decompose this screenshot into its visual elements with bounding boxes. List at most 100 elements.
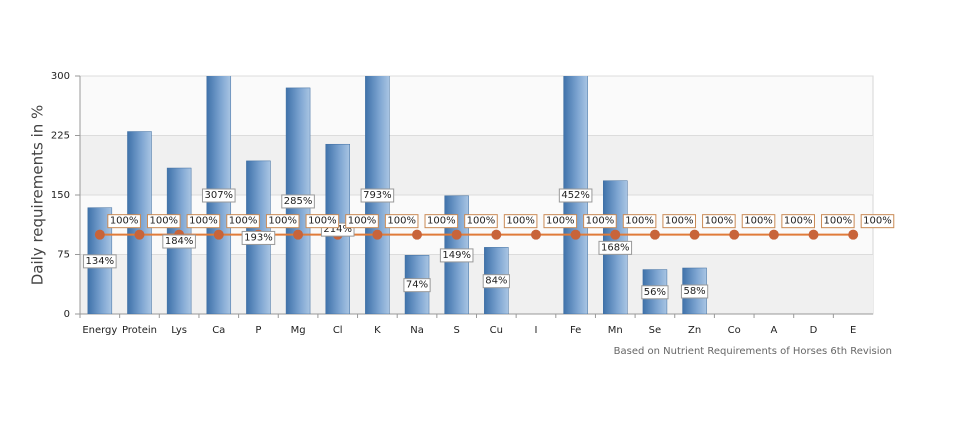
data-label: 56% xyxy=(641,285,669,300)
line-point xyxy=(412,229,423,240)
data-label: 452% xyxy=(561,190,590,201)
data-label-box xyxy=(162,234,196,249)
data-label: 100% xyxy=(543,214,578,229)
line-point xyxy=(134,229,145,240)
data-label: 100% xyxy=(705,216,734,227)
data-label: 193% xyxy=(244,232,273,243)
data-label: 74% xyxy=(403,278,431,293)
x-tick-label: S xyxy=(453,325,459,336)
footnote: Based on Nutrient Requirements of Horses… xyxy=(614,346,892,357)
data-label: 793% xyxy=(363,190,392,201)
data-label: 100% xyxy=(226,214,260,229)
data-label: 149% xyxy=(442,250,471,261)
line-point xyxy=(808,229,819,240)
data-label-box xyxy=(702,214,736,229)
y-tick-label: 225 xyxy=(51,131,70,142)
bar xyxy=(365,76,390,314)
data-label: 307% xyxy=(204,190,233,201)
data-label: 100% xyxy=(149,216,178,227)
data-label-box xyxy=(860,214,895,229)
data-label-box xyxy=(439,248,474,263)
data-label: 100% xyxy=(186,214,221,229)
data-label-box xyxy=(83,254,117,269)
data-label: 84% xyxy=(485,276,507,287)
data-label: 56% xyxy=(644,287,666,298)
y-tick-label: 0 xyxy=(64,309,70,320)
data-label-box xyxy=(345,214,379,229)
line-point xyxy=(451,229,462,240)
data-label-box xyxy=(543,214,578,229)
data-label-box xyxy=(146,214,181,229)
x-tick-label: Fe xyxy=(570,325,581,336)
data-label-box xyxy=(424,214,459,229)
x-tick-label: Cl xyxy=(333,325,343,336)
data-label: 100% xyxy=(345,214,379,229)
line-point xyxy=(293,229,304,240)
data-label: 307% xyxy=(201,188,236,203)
data-label: 100% xyxy=(503,214,538,229)
data-label: 149% xyxy=(439,248,474,263)
x-tick-label: P xyxy=(255,325,261,336)
data-label: 100% xyxy=(229,216,258,227)
data-label-box xyxy=(403,278,431,293)
data-label: 100% xyxy=(107,214,141,229)
data-label-box xyxy=(281,194,315,209)
line-point xyxy=(729,229,740,240)
data-label-box xyxy=(226,214,260,229)
line-point xyxy=(530,229,541,240)
x-tick-label: Co xyxy=(728,325,741,336)
data-label: 100% xyxy=(110,216,139,227)
data-label-box xyxy=(384,214,419,229)
bar xyxy=(563,76,588,314)
line-point xyxy=(372,229,383,240)
data-label: 100% xyxy=(583,214,617,229)
line-point xyxy=(768,229,779,240)
data-label: 184% xyxy=(162,234,196,249)
data-label: 100% xyxy=(348,216,377,227)
data-label: 793% xyxy=(360,188,395,203)
data-label-box xyxy=(583,214,617,229)
x-tick-label: Se xyxy=(649,325,662,336)
data-label-box xyxy=(482,274,510,289)
data-label: 134% xyxy=(86,256,115,267)
data-label: 168% xyxy=(598,240,633,255)
x-tick-label: K xyxy=(374,325,381,336)
data-label-box xyxy=(821,214,855,229)
data-label: 285% xyxy=(281,194,315,209)
data-label: 100% xyxy=(265,214,300,229)
data-label: 100% xyxy=(464,214,498,229)
data-label: 100% xyxy=(622,214,657,229)
data-label: 100% xyxy=(305,214,340,229)
data-label: 100% xyxy=(702,214,736,229)
data-label-box xyxy=(201,188,236,203)
data-label-box xyxy=(680,284,709,299)
y-axis-label: Daily requirements in % xyxy=(29,105,47,286)
line-point xyxy=(213,229,224,240)
x-tick-label: Mg xyxy=(291,325,306,336)
data-label-box xyxy=(360,188,395,203)
data-label: 100% xyxy=(387,216,416,227)
x-tick-label: Cu xyxy=(490,325,503,336)
data-label: 100% xyxy=(586,216,615,227)
data-label: 100% xyxy=(784,216,813,227)
data-label: 100% xyxy=(824,216,853,227)
line-point xyxy=(649,229,660,240)
data-label: 168% xyxy=(601,242,630,253)
data-label-box xyxy=(503,214,538,229)
data-label: 452% xyxy=(558,188,593,203)
x-tick-label: Mn xyxy=(608,325,623,336)
x-tick-label: Lys xyxy=(171,325,187,336)
data-label: 100% xyxy=(427,216,456,227)
line-point xyxy=(610,229,621,240)
data-label-box xyxy=(107,214,141,229)
data-label: 100% xyxy=(189,216,218,227)
y-tick-label: 300 xyxy=(51,71,70,82)
data-label: 58% xyxy=(680,284,709,299)
x-tick-label: D xyxy=(810,325,818,336)
data-label: 100% xyxy=(268,216,297,227)
data-label: 100% xyxy=(665,216,694,227)
grid-stripe xyxy=(80,135,873,195)
data-label: 58% xyxy=(683,286,705,297)
data-label: 84% xyxy=(482,274,510,289)
